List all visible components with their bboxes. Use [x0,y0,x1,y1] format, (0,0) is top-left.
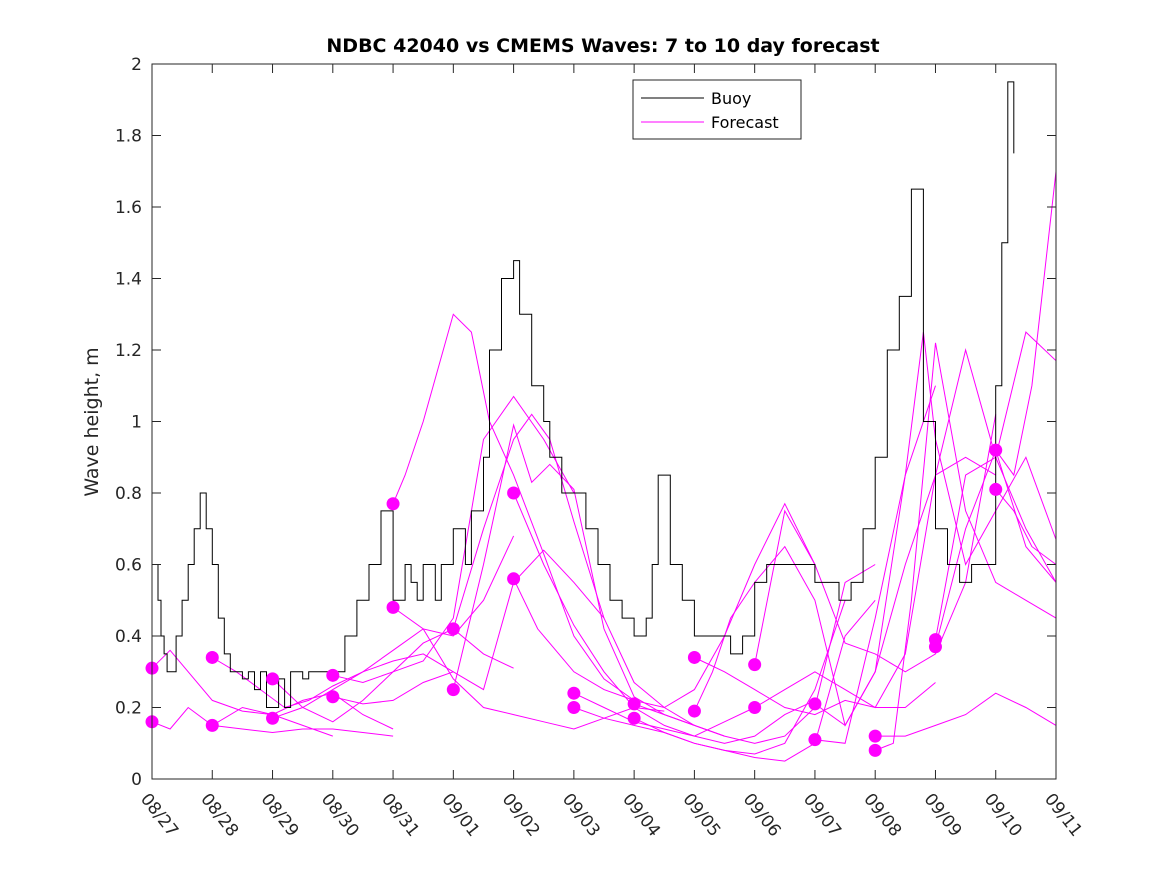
y-tick-label: 0.4 [115,627,142,647]
forecast-start-marker [808,733,822,747]
forecast-line-15 [573,692,816,744]
forecast-start-marker [205,718,219,732]
forecast-line-29 [995,171,1057,477]
forecast-start-marker [868,729,882,743]
forecast-start-marker [627,711,641,725]
legend: Buoy Forecast [632,79,802,140]
forecast-line-19 [694,657,936,716]
y-tick-label: 1.2 [115,341,142,361]
y-axis-label: Wave height, m [81,347,103,496]
y-tick-label: 1.8 [115,127,142,147]
forecast-start-marker [386,600,400,614]
forecast-start-marker [868,743,882,757]
forecast-line-22 [754,456,996,709]
forecast-start-marker [326,668,340,682]
forecast-line-1 [151,649,394,730]
forecast-line-18 [633,599,876,762]
forecast-line-4 [212,724,394,737]
forecast-line-10 [392,606,665,730]
forecast-line-24 [814,332,1057,744]
forecast-start-marker [989,482,1003,496]
chart-title: NDBC 42040 vs CMEMS Waves: 7 to 10 day f… [326,35,879,57]
legend-label-forecast: Forecast [711,113,779,132]
forecast-start-marker [989,443,1003,457]
forecast-start-marker [748,701,762,714]
y-tick-label: 2 [131,55,142,75]
y-tick-label: 0.6 [115,556,142,576]
plot-area [152,64,1056,779]
forecast-line-8 [332,549,605,705]
forecast-start-marker [687,650,701,664]
forecast-line-6 [272,535,515,719]
forecast-line-30 [995,489,1057,565]
forecast-start-marker [627,697,641,711]
series-layer [151,81,1057,762]
forecast-start-marker [326,690,340,704]
forecast-start-marker [928,640,942,654]
forecast-start-marker [266,711,280,725]
legend-box [632,79,802,140]
forecast-line-26 [875,342,1057,751]
y-tick-label: 0.2 [115,699,142,719]
y-tick-label: 0 [131,770,142,790]
forecast-start-marker [446,622,460,636]
y-tick-label: 1.4 [115,270,142,290]
forecast-line-7 [332,395,575,684]
forecast-line-20 [693,385,936,727]
forecast-start-marker [386,497,400,511]
axes-box [151,63,1057,780]
forecast-line-17 [633,564,876,744]
forecast-line-21 [754,414,997,673]
forecast-start-marker [567,701,581,714]
forecast-start-marker [446,683,460,697]
forecast-start-marker [507,572,521,586]
y-tick-label: 1.6 [115,198,142,218]
forecast-start-marker [808,697,822,711]
forecast-start-marker [687,704,701,718]
forecast-line-25 [875,692,1057,737]
legend-label-buoy: Buoy [711,89,751,108]
forecast-line-2 [151,706,333,737]
y-tick-label: 0.8 [115,484,142,504]
forecast-start-marker [507,486,521,500]
forecast-start-marker [205,650,219,664]
forecast-start-marker [266,672,280,686]
forecast-start-marker [567,686,581,700]
y-tick-label: 1 [131,413,142,433]
forecast-line-14 [513,502,816,709]
buoy-line [152,81,1015,708]
forecast-start-marker [748,658,762,672]
